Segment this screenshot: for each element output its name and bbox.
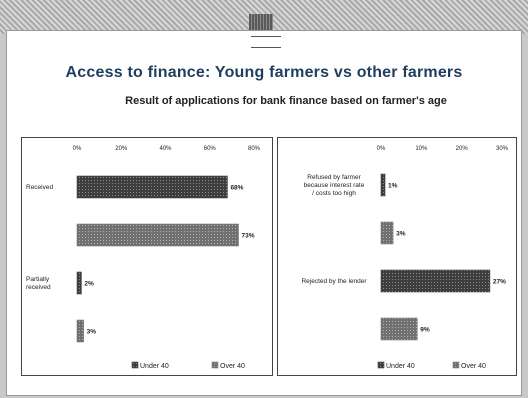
right-chart-data-label: 3% — [396, 231, 406, 238]
left-chart-legend-swatch — [131, 361, 139, 369]
right-chart-data-label: 1% — [388, 183, 398, 190]
left-chart-bar — [76, 223, 239, 247]
right-chart-category-label: Refused by farmer because interest rate / … — [304, 174, 365, 197]
left-chart-bar — [76, 175, 228, 199]
logo-underline-icon — [251, 36, 281, 48]
left-chart-data-label: 2% — [84, 281, 94, 288]
right-chart-legend-label: Under 40 — [386, 363, 415, 370]
right-chart-tick-label: 10% — [415, 146, 428, 152]
left-chart-tick-label: 60% — [204, 146, 217, 152]
right-chart-bar — [380, 317, 418, 341]
left-chart-data-label: 3% — [87, 329, 97, 336]
chart-left-svg: 0% 20% 40% 60% 80% 68% Received 73% 2% Partially r… — [26, 146, 261, 370]
left-chart-legend-label: Under 40 — [140, 363, 169, 370]
right-chart-bar — [380, 173, 386, 197]
left-chart-tick-label: 20% — [115, 146, 128, 152]
left-chart-data-label: 73% — [242, 233, 255, 240]
right-chart-category-label: Rejected by the lender — [301, 278, 367, 285]
left-chart-legend-swatch — [211, 361, 219, 369]
chart-subtitle: Result of applications for bank finance … — [125, 95, 447, 107]
left-chart-tick-label: 0% — [73, 146, 82, 152]
left-chart-tick-label: 80% — [248, 146, 261, 152]
chart-panel-right: 0% 10% 20% 30% 1% Refused by farmer because in… — [277, 137, 517, 376]
slide-title: Access to finance: Young farmers vs othe… — [65, 64, 463, 81]
right-chart-bar — [380, 269, 491, 293]
logo-icon — [249, 14, 273, 34]
left-chart-tick-label: 40% — [159, 146, 172, 152]
chart-right-svg: 0% 10% 20% 30% 1% Refused by farmer because in… — [301, 146, 509, 370]
left-chart-legend-label: Over 40 — [220, 363, 245, 370]
left-chart-category-label: Received — [26, 184, 53, 191]
right-chart-legend-swatch — [377, 361, 385, 369]
left-chart-bar — [76, 271, 82, 295]
left-chart-bar — [76, 319, 84, 343]
right-chart-legend-swatch — [452, 361, 460, 369]
right-chart-data-label: 27% — [493, 279, 506, 286]
right-chart-tick-label: 30% — [496, 146, 509, 152]
right-chart-tick-label: 20% — [456, 146, 469, 152]
right-chart-data-label: 9% — [420, 327, 430, 334]
right-chart-legend-label: Over 40 — [461, 363, 486, 370]
right-chart-bar — [380, 221, 394, 245]
right-chart-tick-label: 0% — [377, 146, 386, 152]
chart-panel-left: 0% 20% 40% 60% 80% 68% Received 73% 2% Partially r… — [21, 137, 273, 376]
left-chart-data-label: 68% — [230, 185, 243, 192]
left-chart-category-label: Partially received — [26, 276, 51, 291]
